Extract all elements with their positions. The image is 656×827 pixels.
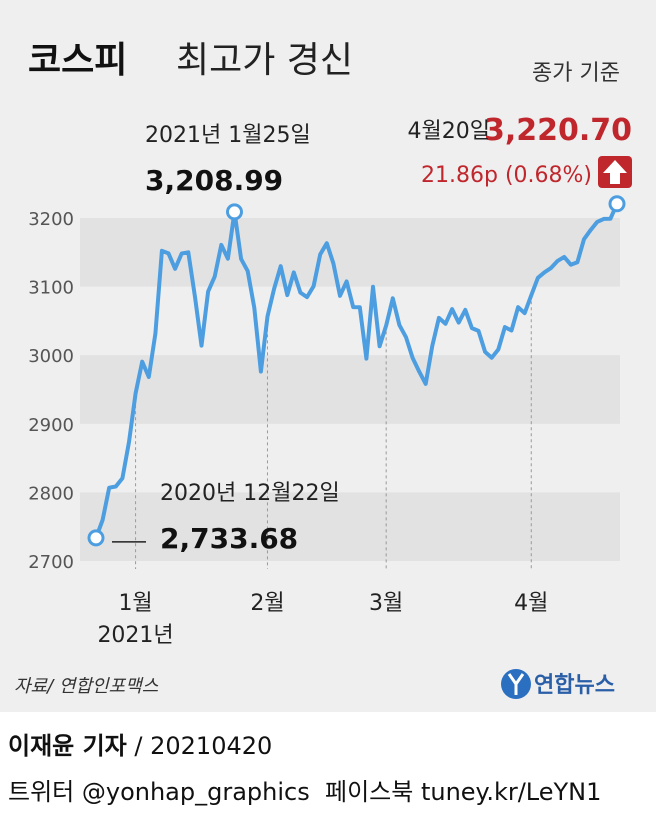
logo-text: 연합뉴스 (534, 672, 615, 698)
value-label: 3,208.99 (145, 164, 283, 197)
credit-line: 이재윤 기자 / 20210420 (8, 732, 272, 760)
reporter: 이재윤 기자 (8, 732, 127, 760)
subtitle: 종가 기준 (532, 61, 620, 86)
date-label: 2021년 1월25일 (145, 123, 311, 148)
year-label: 2021년 (97, 623, 173, 648)
source: 자료/ 연합인포맥스 (14, 676, 159, 697)
logo: 연합뉴스 (501, 669, 615, 699)
plot: 2700 2800 2900 3000 3100 3200 1월 2월 3월 4월 2021년 202… (28, 113, 632, 648)
title-rest: 최고가 경신 (176, 40, 353, 81)
y-tick-label: 3200 (28, 209, 74, 230)
y-tick-label: 2900 (28, 415, 74, 436)
highlight-point (87, 529, 105, 547)
y-tick-label: 2700 (28, 552, 74, 573)
x-tick-label: 4월 (514, 591, 548, 616)
highlight-point (608, 195, 626, 213)
x-tick-label: 3월 (369, 591, 403, 616)
y-tick-label: 3000 (28, 346, 74, 367)
credit-date: / 20210420 (127, 732, 273, 760)
y-tick-label: 2800 (28, 483, 74, 504)
highlight-point (225, 203, 243, 221)
y-tick-label: 3100 (28, 278, 74, 299)
date-label: 4월20일 (408, 119, 490, 144)
credit-links: 트위터 @yonhap_graphics 페이스북 tuney.kr/LeYN1 (8, 778, 601, 806)
title: 코스피 (28, 40, 127, 81)
band (80, 355, 620, 424)
x-tick-label: 1월 (118, 591, 152, 616)
change-label: 21.86p (0.68%) (421, 163, 592, 188)
up-arrow (603, 160, 627, 184)
x-tick-label: 2월 (250, 591, 284, 616)
value-label: 3,220.70 (484, 113, 632, 148)
value-label: 2,733.68 (160, 522, 298, 555)
line (94, 202, 619, 539)
date-label: 2020년 12월22일 (160, 481, 340, 506)
logo-symbol (507, 673, 525, 695)
credit-background (0, 712, 656, 823)
band (80, 492, 620, 561)
